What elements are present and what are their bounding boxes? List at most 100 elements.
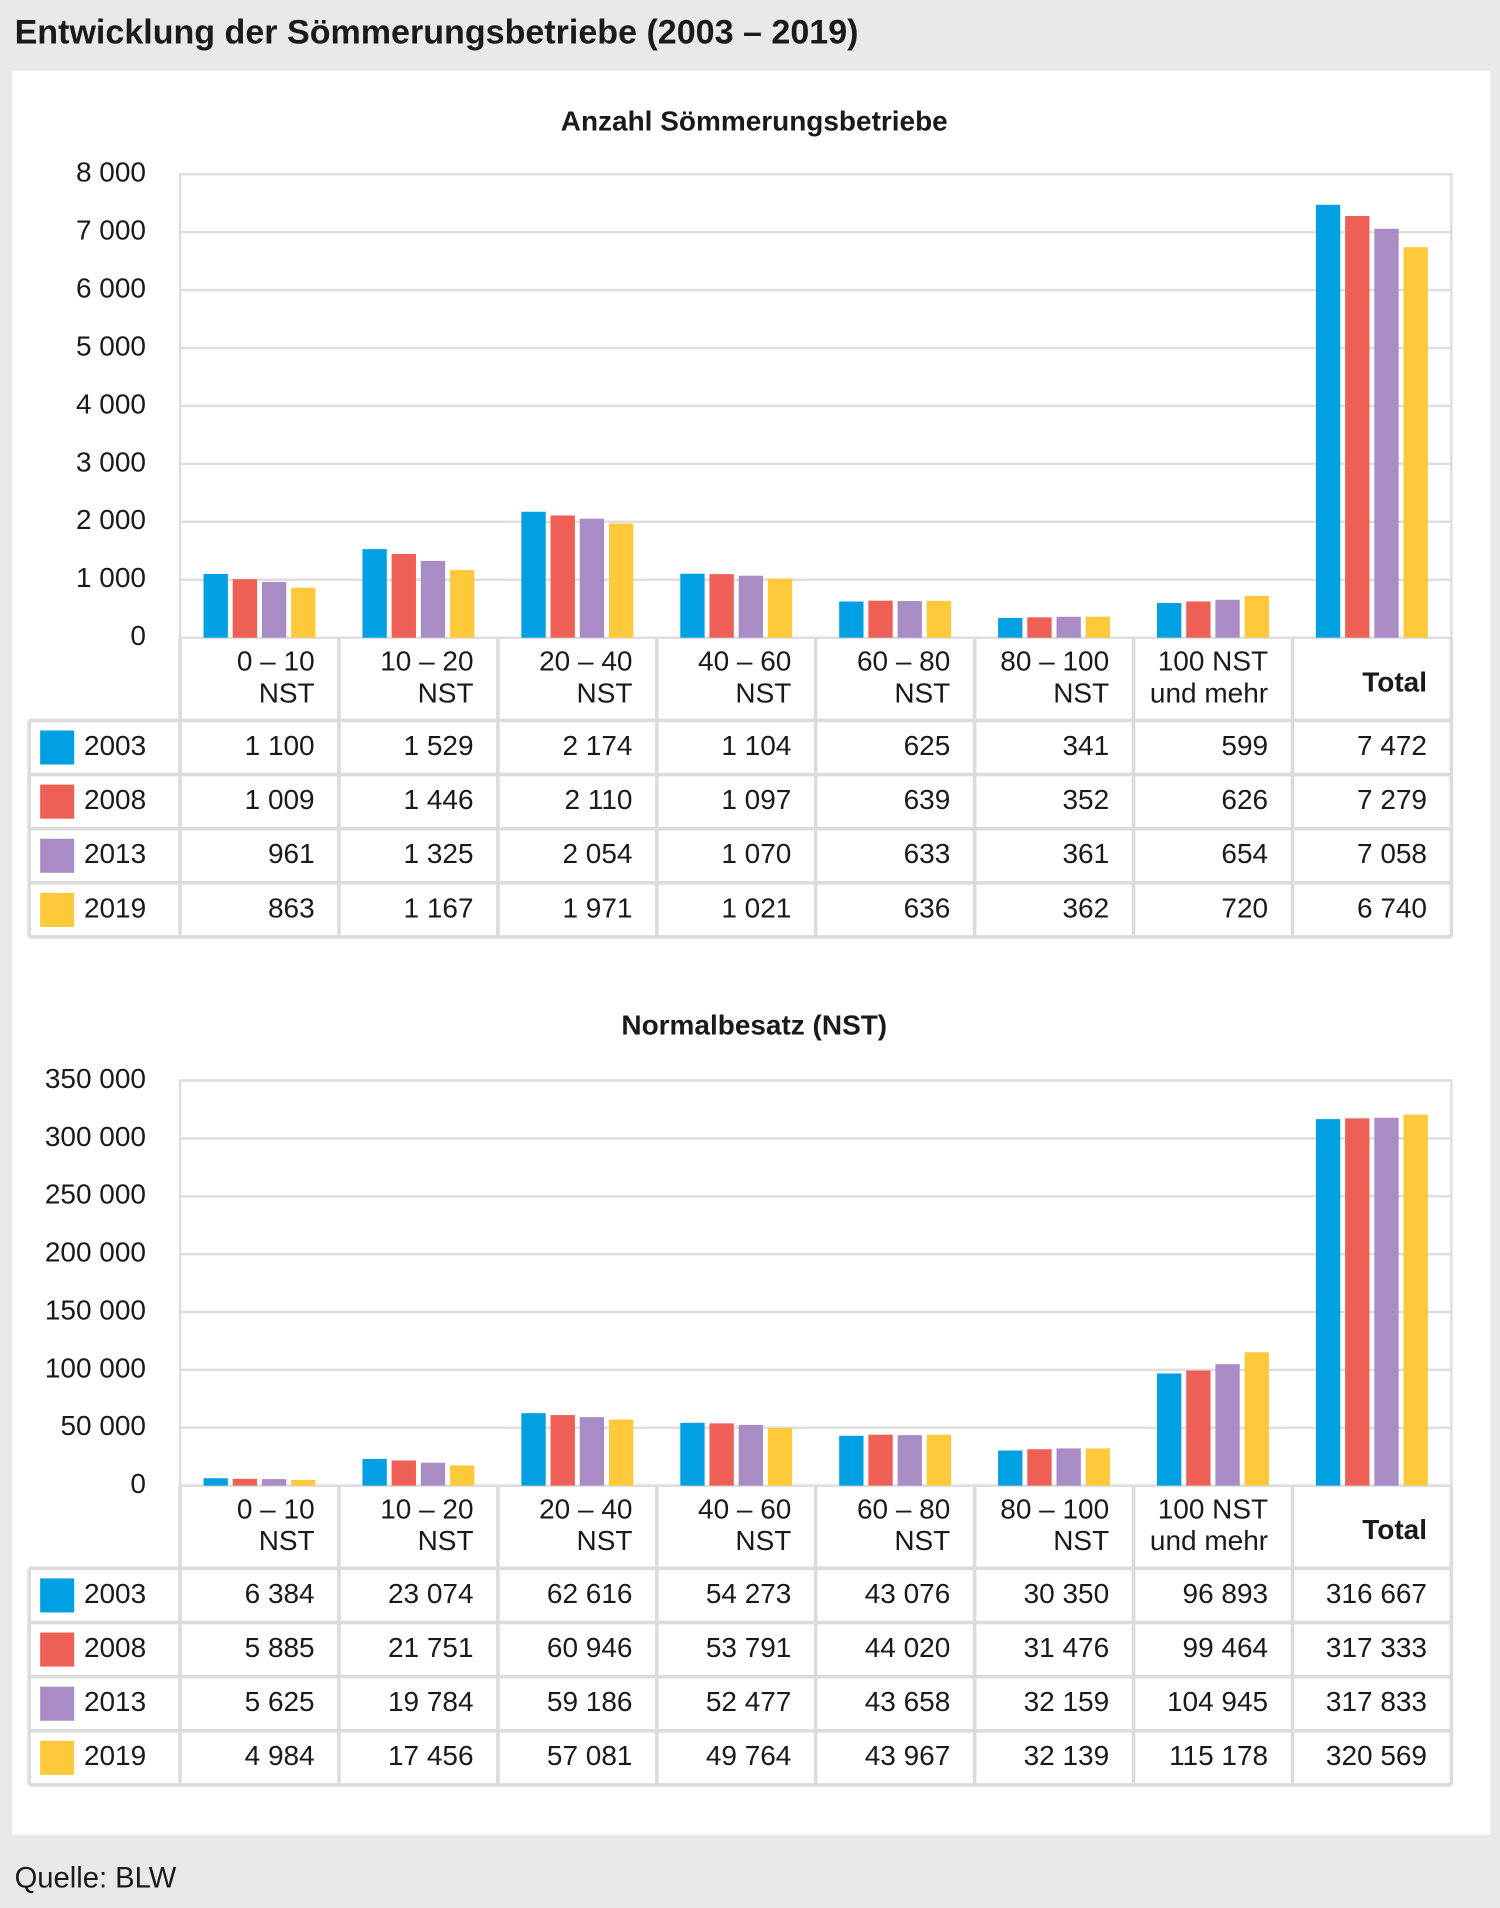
legend-label: 2013 (84, 838, 146, 869)
bar (1215, 1364, 1240, 1486)
value-label: 96 893 (1183, 1578, 1269, 1609)
category-label: 0 – 10 (237, 646, 315, 677)
category-label: 100 NST (1158, 646, 1268, 677)
legend-swatch (40, 838, 75, 873)
bar (550, 1415, 575, 1486)
bar (521, 1413, 546, 1486)
category-label: NST (1053, 1525, 1109, 1556)
bar (261, 582, 287, 638)
y-tick-label: 8 000 (76, 157, 146, 188)
bar (1157, 1373, 1182, 1486)
bar (450, 1465, 475, 1486)
bar (450, 570, 475, 638)
value-label: 625 (904, 730, 951, 761)
value-label: 961 (268, 838, 315, 869)
value-label: 7 472 (1357, 730, 1427, 761)
bar (1315, 1119, 1341, 1486)
value-label: 19 784 (388, 1686, 474, 1717)
category-label: NST (418, 1525, 474, 1556)
legend-swatch (40, 1686, 75, 1721)
value-label: 341 (1063, 730, 1110, 761)
value-label: 23 074 (388, 1578, 474, 1609)
value-label: 2 110 (565, 784, 633, 815)
legend-swatch (40, 892, 75, 927)
value-label: 1 009 (245, 784, 315, 815)
panel (12, 70, 1491, 1835)
legend-swatch (40, 1578, 75, 1613)
bar (261, 1479, 287, 1486)
value-label: 99 464 (1183, 1632, 1269, 1663)
value-label: 7 058 (1357, 838, 1427, 869)
value-label: 44 020 (865, 1632, 951, 1663)
value-label: 1 021 (721, 892, 791, 923)
value-label: 599 (1221, 730, 1268, 761)
category-label: 80 – 100 (1000, 1494, 1109, 1525)
bar (1315, 204, 1341, 638)
category-label: NST (259, 1525, 315, 1556)
bar (709, 574, 734, 638)
value-label: 317 833 (1326, 1686, 1427, 1717)
bar (1157, 602, 1182, 638)
bar (1186, 1370, 1211, 1486)
value-label: 60 946 (547, 1632, 633, 1663)
value-label: 54 273 (706, 1578, 792, 1609)
bar (709, 1423, 734, 1486)
value-label: 5 625 (245, 1686, 315, 1717)
y-tick-label: 6 000 (76, 272, 146, 303)
y-tick-label: 100 000 (45, 1352, 146, 1383)
bar (868, 600, 893, 638)
bar (1056, 1448, 1081, 1486)
bar (608, 523, 634, 638)
bar (1027, 617, 1052, 638)
value-label: 317 333 (1326, 1632, 1427, 1663)
category-label: und mehr (1150, 677, 1268, 708)
bar (579, 1417, 605, 1486)
value-label: 43 967 (865, 1740, 951, 1771)
bar (1403, 1114, 1428, 1486)
bar (1244, 1352, 1269, 1486)
bar (998, 617, 1023, 638)
value-label: 32 139 (1024, 1740, 1110, 1771)
value-label: 5 885 (245, 1632, 315, 1663)
value-label: 320 569 (1326, 1740, 1427, 1771)
y-tick-label: 1 000 (76, 562, 146, 593)
value-label: 32 159 (1024, 1686, 1110, 1717)
y-tick-label: 3 000 (76, 446, 146, 477)
bar (521, 511, 546, 638)
bar (1403, 247, 1428, 638)
legend-label: 2019 (84, 892, 146, 923)
value-label: 362 (1063, 892, 1110, 923)
bar (1215, 599, 1240, 638)
value-label: 639 (904, 784, 951, 815)
y-tick-label: 4 000 (76, 388, 146, 419)
value-label: 57 081 (547, 1740, 633, 1771)
bar (203, 573, 228, 638)
value-label: 59 186 (547, 1686, 633, 1717)
page-title: Entwicklung der Sömmerungsbetriebe (2003… (15, 13, 859, 51)
bar (1374, 1117, 1399, 1486)
value-label: 1 070 (721, 838, 791, 869)
category-label: Total (1362, 666, 1427, 697)
legend-label: 2008 (84, 784, 146, 815)
value-label: 21 751 (388, 1632, 474, 1663)
bar (391, 1460, 416, 1486)
source: Quelle: BLW (15, 1862, 177, 1894)
bar (738, 1424, 764, 1486)
bar (291, 587, 316, 638)
value-label: 104 945 (1167, 1686, 1268, 1717)
category-label: 20 – 40 (539, 646, 632, 677)
value-label: 352 (1063, 784, 1110, 815)
value-label: 2 174 (562, 730, 632, 761)
value-label: 17 456 (388, 1740, 474, 1771)
category-label: 80 – 100 (1000, 646, 1109, 677)
value-label: 1 971 (562, 892, 632, 923)
y-tick-label: 5 000 (76, 330, 146, 361)
bar (738, 575, 764, 638)
value-label: 1 529 (404, 730, 474, 761)
category-label: NST (577, 677, 633, 708)
legend-label: 2003 (84, 730, 146, 761)
category-label: NST (577, 1525, 633, 1556)
bar (1244, 595, 1269, 638)
bar (767, 1428, 793, 1486)
bar (420, 1462, 446, 1486)
